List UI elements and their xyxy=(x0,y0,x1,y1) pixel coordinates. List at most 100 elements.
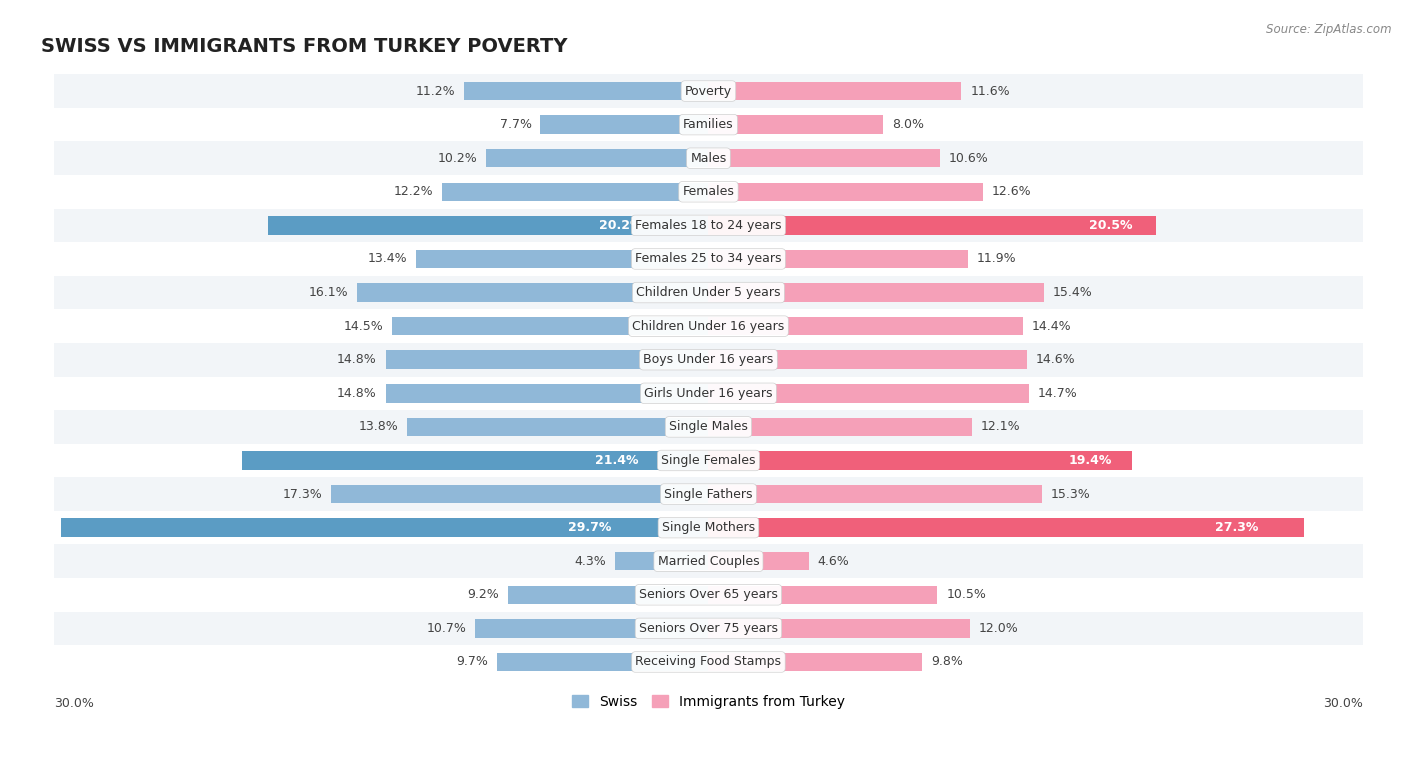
Text: 21.4%: 21.4% xyxy=(595,454,638,467)
Bar xyxy=(60,518,709,537)
Text: Males: Males xyxy=(690,152,727,164)
Text: Single Females: Single Females xyxy=(661,454,755,467)
Text: Girls Under 16 years: Girls Under 16 years xyxy=(644,387,773,399)
Text: 29.7%: 29.7% xyxy=(568,522,612,534)
Bar xyxy=(496,653,709,672)
Text: Single Males: Single Males xyxy=(669,421,748,434)
Bar xyxy=(53,175,1362,208)
Bar xyxy=(709,451,1132,470)
Bar xyxy=(53,578,1362,612)
Text: 11.2%: 11.2% xyxy=(416,85,456,98)
Bar xyxy=(267,216,709,235)
Bar xyxy=(709,216,1156,235)
Text: 9.8%: 9.8% xyxy=(931,656,963,669)
Bar xyxy=(475,619,709,637)
Text: 14.6%: 14.6% xyxy=(1036,353,1076,366)
Bar xyxy=(540,115,709,134)
Text: 13.4%: 13.4% xyxy=(368,252,408,265)
Bar xyxy=(709,149,939,168)
Text: 12.0%: 12.0% xyxy=(979,622,1019,635)
Bar xyxy=(53,478,1362,511)
Bar xyxy=(709,653,922,672)
Text: Seniors Over 75 years: Seniors Over 75 years xyxy=(638,622,778,635)
Bar xyxy=(416,249,709,268)
Bar xyxy=(709,350,1026,369)
Bar xyxy=(53,343,1362,377)
Text: 10.5%: 10.5% xyxy=(946,588,986,601)
Text: 9.2%: 9.2% xyxy=(467,588,499,601)
Bar xyxy=(614,552,709,571)
Bar xyxy=(709,384,1029,402)
Bar xyxy=(408,418,709,436)
Text: 12.6%: 12.6% xyxy=(993,185,1032,199)
Text: Seniors Over 65 years: Seniors Over 65 years xyxy=(638,588,778,601)
Text: Boys Under 16 years: Boys Under 16 years xyxy=(644,353,773,366)
Bar xyxy=(385,384,709,402)
Bar xyxy=(53,544,1362,578)
Bar xyxy=(709,317,1022,335)
Text: 12.2%: 12.2% xyxy=(394,185,433,199)
Text: 17.3%: 17.3% xyxy=(283,487,322,500)
Text: 16.1%: 16.1% xyxy=(309,286,349,299)
Text: 14.5%: 14.5% xyxy=(343,320,384,333)
Text: 14.7%: 14.7% xyxy=(1038,387,1077,399)
Text: 27.3%: 27.3% xyxy=(1215,522,1258,534)
Text: Children Under 16 years: Children Under 16 years xyxy=(633,320,785,333)
Bar xyxy=(508,586,709,604)
Text: Source: ZipAtlas.com: Source: ZipAtlas.com xyxy=(1267,23,1392,36)
Text: 13.8%: 13.8% xyxy=(359,421,399,434)
Text: 12.1%: 12.1% xyxy=(981,421,1021,434)
Text: 11.6%: 11.6% xyxy=(970,85,1010,98)
Text: 15.4%: 15.4% xyxy=(1053,286,1092,299)
Text: 30.0%: 30.0% xyxy=(1323,697,1362,710)
Text: Single Fathers: Single Fathers xyxy=(664,487,752,500)
Text: Receiving Food Stamps: Receiving Food Stamps xyxy=(636,656,782,669)
Text: 30.0%: 30.0% xyxy=(53,697,94,710)
Text: 4.3%: 4.3% xyxy=(574,555,606,568)
Bar xyxy=(709,518,1303,537)
Bar xyxy=(53,645,1362,678)
Bar xyxy=(486,149,709,168)
Bar xyxy=(709,249,969,268)
Text: 11.9%: 11.9% xyxy=(977,252,1017,265)
Bar xyxy=(464,82,709,100)
Bar xyxy=(709,586,938,604)
Bar xyxy=(709,115,883,134)
Text: 19.4%: 19.4% xyxy=(1069,454,1112,467)
Text: 4.6%: 4.6% xyxy=(817,555,849,568)
Text: Females 18 to 24 years: Females 18 to 24 years xyxy=(636,219,782,232)
Bar xyxy=(53,142,1362,175)
Text: 14.8%: 14.8% xyxy=(337,353,377,366)
Bar xyxy=(709,183,983,201)
Bar xyxy=(53,74,1362,108)
Text: Children Under 5 years: Children Under 5 years xyxy=(636,286,780,299)
Text: 14.8%: 14.8% xyxy=(337,387,377,399)
Bar xyxy=(709,485,1042,503)
Text: Families: Families xyxy=(683,118,734,131)
Bar xyxy=(709,552,808,571)
Bar xyxy=(53,443,1362,478)
Text: 10.6%: 10.6% xyxy=(949,152,988,164)
Text: 7.7%: 7.7% xyxy=(499,118,531,131)
Bar xyxy=(330,485,709,503)
Bar xyxy=(709,283,1045,302)
Text: Females 25 to 34 years: Females 25 to 34 years xyxy=(636,252,782,265)
Bar xyxy=(53,377,1362,410)
Text: 15.3%: 15.3% xyxy=(1050,487,1091,500)
Text: Single Mothers: Single Mothers xyxy=(662,522,755,534)
Bar xyxy=(242,451,709,470)
Bar xyxy=(443,183,709,201)
Text: 14.4%: 14.4% xyxy=(1032,320,1071,333)
Bar xyxy=(385,350,709,369)
Bar xyxy=(392,317,709,335)
Bar xyxy=(709,82,962,100)
Bar xyxy=(53,410,1362,443)
Text: 20.2%: 20.2% xyxy=(599,219,643,232)
Text: 10.2%: 10.2% xyxy=(437,152,477,164)
Text: 10.7%: 10.7% xyxy=(426,622,467,635)
Bar xyxy=(53,511,1362,544)
Bar xyxy=(53,242,1362,276)
Text: 20.5%: 20.5% xyxy=(1088,219,1132,232)
Bar xyxy=(53,208,1362,242)
Bar xyxy=(53,309,1362,343)
